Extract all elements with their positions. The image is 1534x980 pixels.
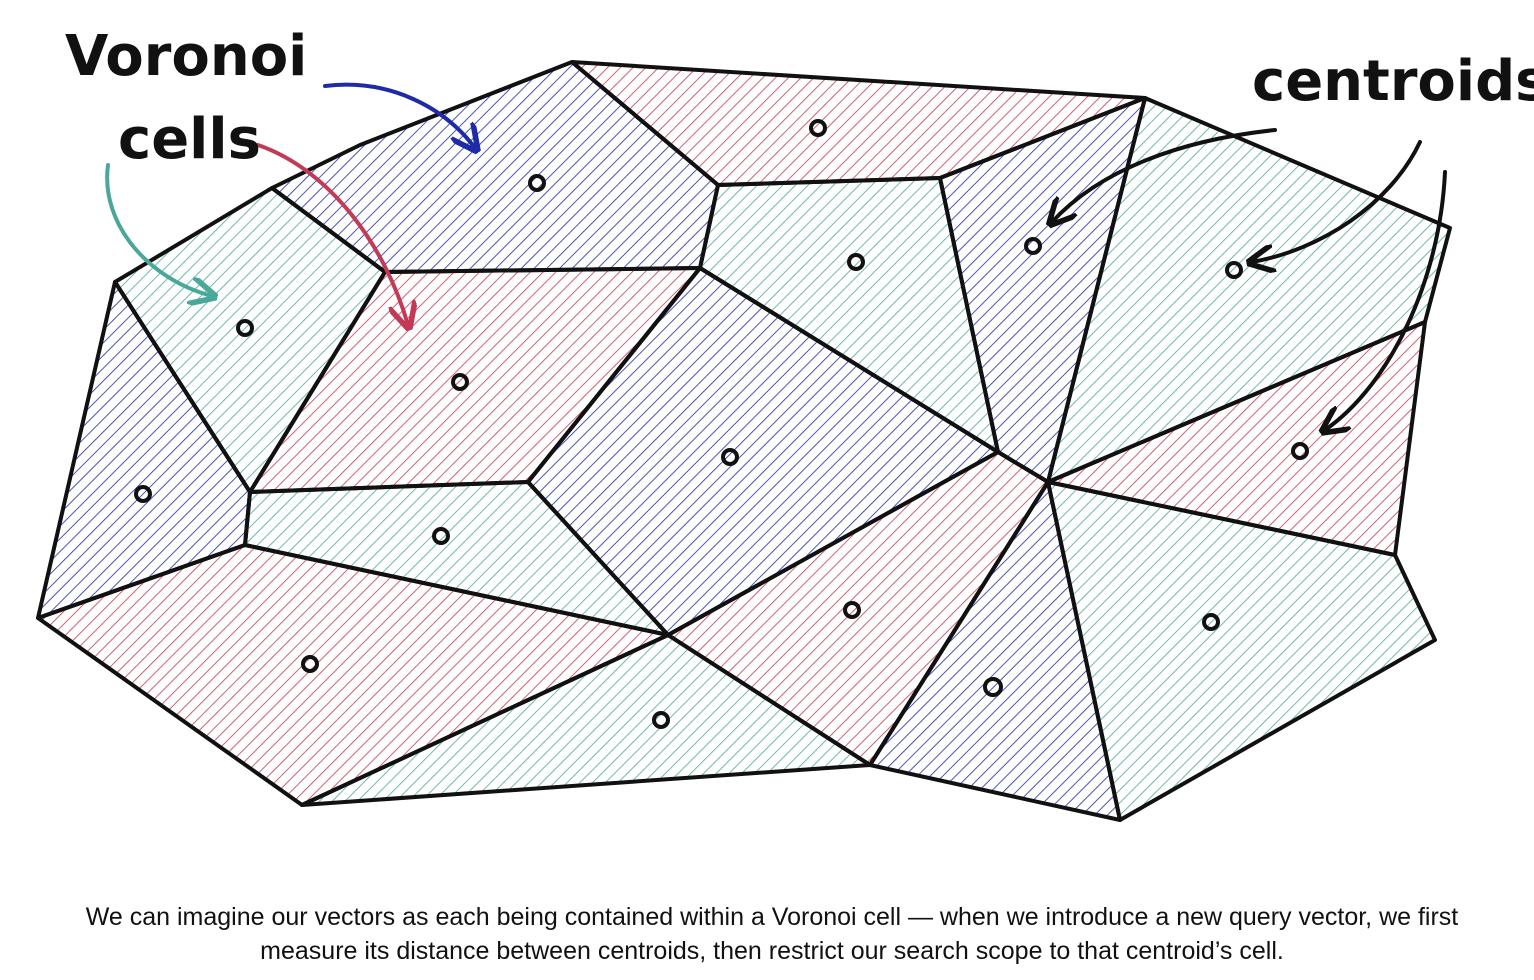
centroid <box>847 253 865 271</box>
centroids-arrow-2 <box>1252 140 1422 262</box>
centroid <box>1291 442 1309 460</box>
centroid <box>809 119 827 137</box>
centroid <box>451 373 469 391</box>
centroid <box>1225 261 1243 279</box>
centroid <box>236 319 254 337</box>
cell-bottom-right-teal <box>1046 480 1437 822</box>
figure-caption: We can imagine our vectors as each being… <box>10 900 1534 968</box>
voronoi-diagram: Voronoi cells centroids <box>36 24 1534 822</box>
centroids-label: centroids <box>1252 49 1534 114</box>
voronoi-blue-arrow <box>323 82 475 148</box>
centroid <box>652 711 670 729</box>
voronoi-teal-arrow <box>105 163 212 296</box>
centroids-arrow-3 <box>1325 170 1447 430</box>
centroid <box>843 601 861 619</box>
voronoi-label-line1: Voronoi <box>65 24 307 89</box>
voronoi-label-line2: cells <box>118 107 261 172</box>
centroid <box>301 655 319 673</box>
caption-line-2: measure its distance between centroids, … <box>260 937 1284 965</box>
centroid <box>721 448 739 466</box>
centroid <box>528 174 546 192</box>
centroid <box>1202 613 1220 631</box>
caption-line-1: We can imagine our vectors as each being… <box>85 903 1459 931</box>
cell-bottom-teal <box>300 633 872 807</box>
centroids-arrow-1 <box>1052 128 1277 222</box>
centroid <box>983 677 1003 697</box>
centroid <box>432 527 450 545</box>
voronoi-red-arrow <box>256 143 408 325</box>
centroid <box>134 485 152 503</box>
centroid <box>1024 237 1042 255</box>
